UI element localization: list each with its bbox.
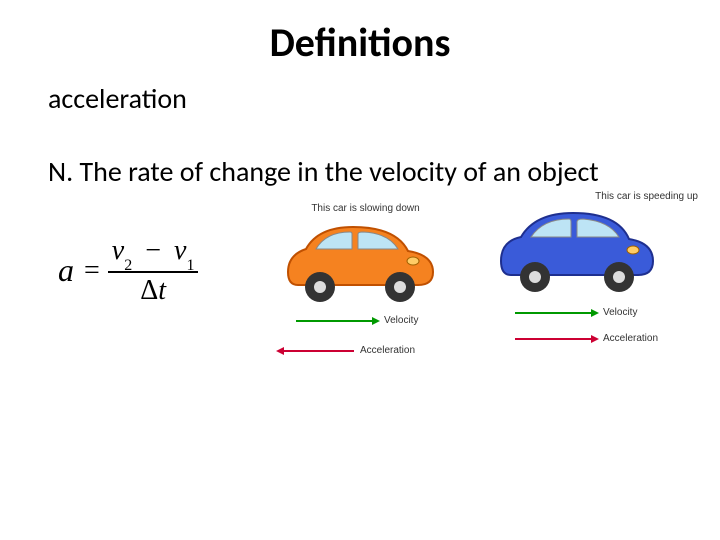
car2-velocity-row: Velocity [515,307,637,318]
formula-equals: = [84,255,100,287]
acceleration-label: Acceleration [360,345,415,356]
car1-accel-row: Acceleration [278,345,415,356]
car1-velocity-row: Velocity [296,315,418,326]
velocity-arrow-icon [296,320,378,322]
formula-t: t [158,275,166,306]
car-slowing-caption: This car is slowing down [258,203,473,214]
illustration-row: a = v2 − v1 Δt This car is slowing down [0,203,720,378]
car-speeding-group: This car is speeding up Velocity Acceler… [483,203,698,378]
acceleration-label: Acceleration [603,333,658,344]
car2-accel-row: Acceleration [515,333,658,344]
formula-v2: v [112,235,124,266]
acceleration-arrow-icon [278,350,354,352]
car-slowing-group: This car is slowing down Velocity Accele… [258,203,473,378]
formula-minus: − [139,235,167,266]
term-word: acceleration [0,77,720,116]
car-speeding-icon [493,205,658,297]
formula-delta: Δ [140,275,158,306]
formula-block: a = v2 − v1 Δt [48,203,258,307]
velocity-arrow-icon [515,312,597,314]
formula-v2-sub: 2 [124,257,132,274]
formula-fraction: v2 − v1 Δt [108,235,199,307]
car-speeding-caption: This car is speeding up [523,191,698,202]
velocity-label: Velocity [384,315,418,326]
formula-v1: v [174,235,186,266]
formula-v1-sub: 1 [186,257,194,274]
slide-title: Definitions [0,0,720,77]
velocity-label: Velocity [603,307,637,318]
definition-text: N. The rate of change in the velocity of… [0,116,720,189]
acceleration-arrow-icon [515,338,597,340]
car-slowing-icon [278,217,438,307]
formula-lhs: a [58,252,74,289]
